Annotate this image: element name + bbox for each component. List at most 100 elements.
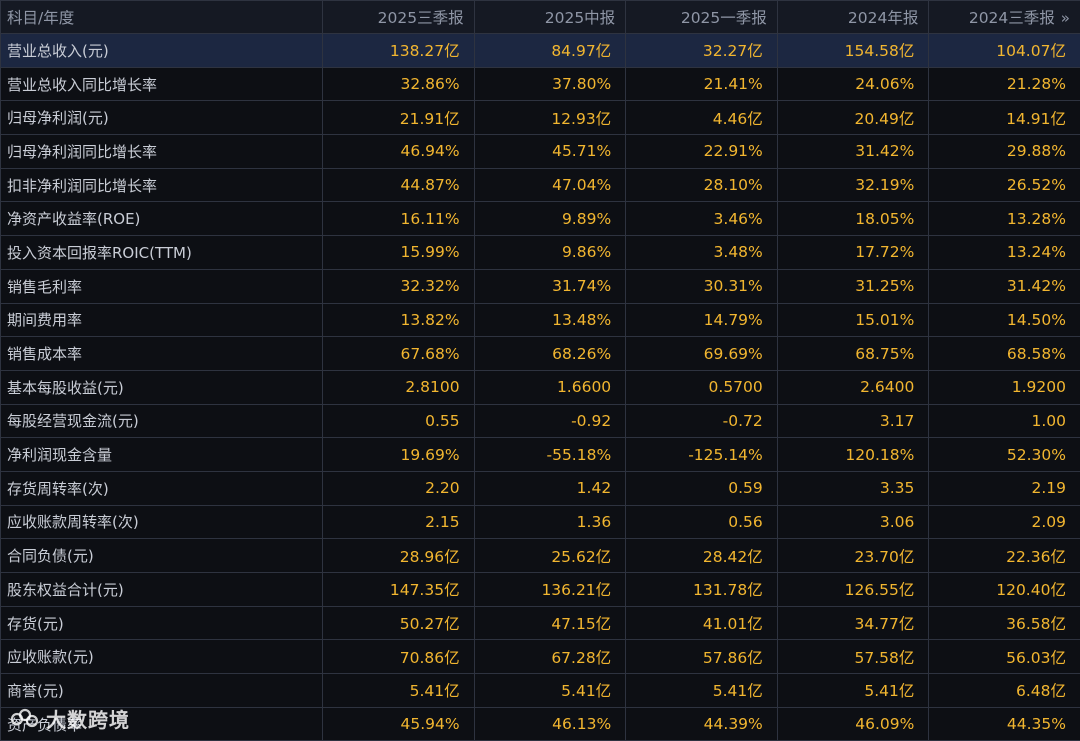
value-cell: 31.42% — [929, 269, 1080, 303]
value-cell: 69.69% — [626, 337, 778, 371]
value-cell: 15.99% — [323, 236, 475, 270]
value-cell: -0.72 — [626, 404, 778, 438]
value-cell: 5.41亿 — [626, 674, 778, 708]
value-cell: 19.69% — [323, 438, 475, 472]
value-cell: 17.72% — [777, 236, 929, 270]
value-cell: 13.28% — [929, 202, 1080, 236]
value-cell: 5.41亿 — [323, 674, 475, 708]
value-cell: 13.24% — [929, 236, 1080, 270]
value-cell: 147.35亿 — [323, 573, 475, 607]
value-cell: 5.41亿 — [777, 674, 929, 708]
value-cell: 41.01亿 — [626, 606, 778, 640]
value-cell: 136.21亿 — [474, 573, 626, 607]
value-cell: 16.11% — [323, 202, 475, 236]
value-cell: 2.09 — [929, 505, 1080, 539]
value-cell: 9.89% — [474, 202, 626, 236]
value-cell: 44.39% — [626, 707, 778, 741]
value-cell: 32.32% — [323, 269, 475, 303]
value-cell: 23.70亿 — [777, 539, 929, 573]
value-cell: 30.31% — [626, 269, 778, 303]
row-label: 合同负债(元) — [1, 539, 323, 573]
value-cell: 21.41% — [626, 67, 778, 101]
value-cell: 21.28% — [929, 67, 1080, 101]
value-cell: 37.80% — [474, 67, 626, 101]
value-cell: -0.92 — [474, 404, 626, 438]
value-cell: 20.49亿 — [777, 101, 929, 135]
double-chevron-right-icon[interactable]: » — [1061, 9, 1070, 27]
row-label: 归母净利润同比增长率 — [1, 135, 323, 169]
row-label: 应收账款(元) — [1, 640, 323, 674]
value-cell: 1.9200 — [929, 370, 1080, 404]
row-label: 归母净利润(元) — [1, 101, 323, 135]
value-cell: 52.30% — [929, 438, 1080, 472]
row-label: 扣非净利润同比增长率 — [1, 168, 323, 202]
table-row[interactable]: 投入资本回报率ROIC(TTM)15.99%9.86%3.48%17.72%13… — [1, 236, 1080, 270]
value-cell: -125.14% — [626, 438, 778, 472]
value-cell: 1.36 — [474, 505, 626, 539]
header-period[interactable]: 2025一季报 — [626, 1, 778, 34]
value-cell: 28.96亿 — [323, 539, 475, 573]
header-period-last[interactable]: 2024三季报» — [929, 1, 1080, 34]
row-label: 应收账款周转率(次) — [1, 505, 323, 539]
value-cell: 0.55 — [323, 404, 475, 438]
value-cell: 68.75% — [777, 337, 929, 371]
row-label: 投入资本回报率ROIC(TTM) — [1, 236, 323, 270]
value-cell: 57.58亿 — [777, 640, 929, 674]
value-cell: 14.91亿 — [929, 101, 1080, 135]
value-cell: 3.06 — [777, 505, 929, 539]
value-cell: 46.09% — [777, 707, 929, 741]
value-cell: 46.13% — [474, 707, 626, 741]
value-cell: 154.58亿 — [777, 34, 929, 68]
value-cell: 2.15 — [323, 505, 475, 539]
value-cell: 56.03亿 — [929, 640, 1080, 674]
value-cell: 0.5700 — [626, 370, 778, 404]
value-cell: 34.77亿 — [777, 606, 929, 640]
value-cell: 32.27亿 — [626, 34, 778, 68]
value-cell: 31.42% — [777, 135, 929, 169]
row-label: 商誉(元) — [1, 674, 323, 708]
value-cell: 70.86亿 — [323, 640, 475, 674]
value-cell: 120.40亿 — [929, 573, 1080, 607]
value-cell: 31.74% — [474, 269, 626, 303]
value-cell: 32.86% — [323, 67, 475, 101]
table-row[interactable]: 净资产收益率(ROE)16.11%9.89%3.46%18.05%13.28% — [1, 202, 1080, 236]
value-cell: 1.00 — [929, 404, 1080, 438]
value-cell: 2.6400 — [777, 370, 929, 404]
value-cell: 3.17 — [777, 404, 929, 438]
header-period[interactable]: 2025中报 — [474, 1, 626, 34]
value-cell: 13.82% — [323, 303, 475, 337]
value-cell: 3.35 — [777, 471, 929, 505]
header-period[interactable]: 2024年报 — [777, 1, 929, 34]
value-cell: 3.46% — [626, 202, 778, 236]
value-cell: 6.48亿 — [929, 674, 1080, 708]
value-cell: 22.36亿 — [929, 539, 1080, 573]
value-cell: 0.56 — [626, 505, 778, 539]
value-cell: 0.59 — [626, 471, 778, 505]
value-cell: 67.28亿 — [474, 640, 626, 674]
value-cell: 31.25% — [777, 269, 929, 303]
value-cell: 28.42亿 — [626, 539, 778, 573]
value-cell: 45.71% — [474, 135, 626, 169]
value-cell: -55.18% — [474, 438, 626, 472]
header-period[interactable]: 2025三季报 — [323, 1, 475, 34]
